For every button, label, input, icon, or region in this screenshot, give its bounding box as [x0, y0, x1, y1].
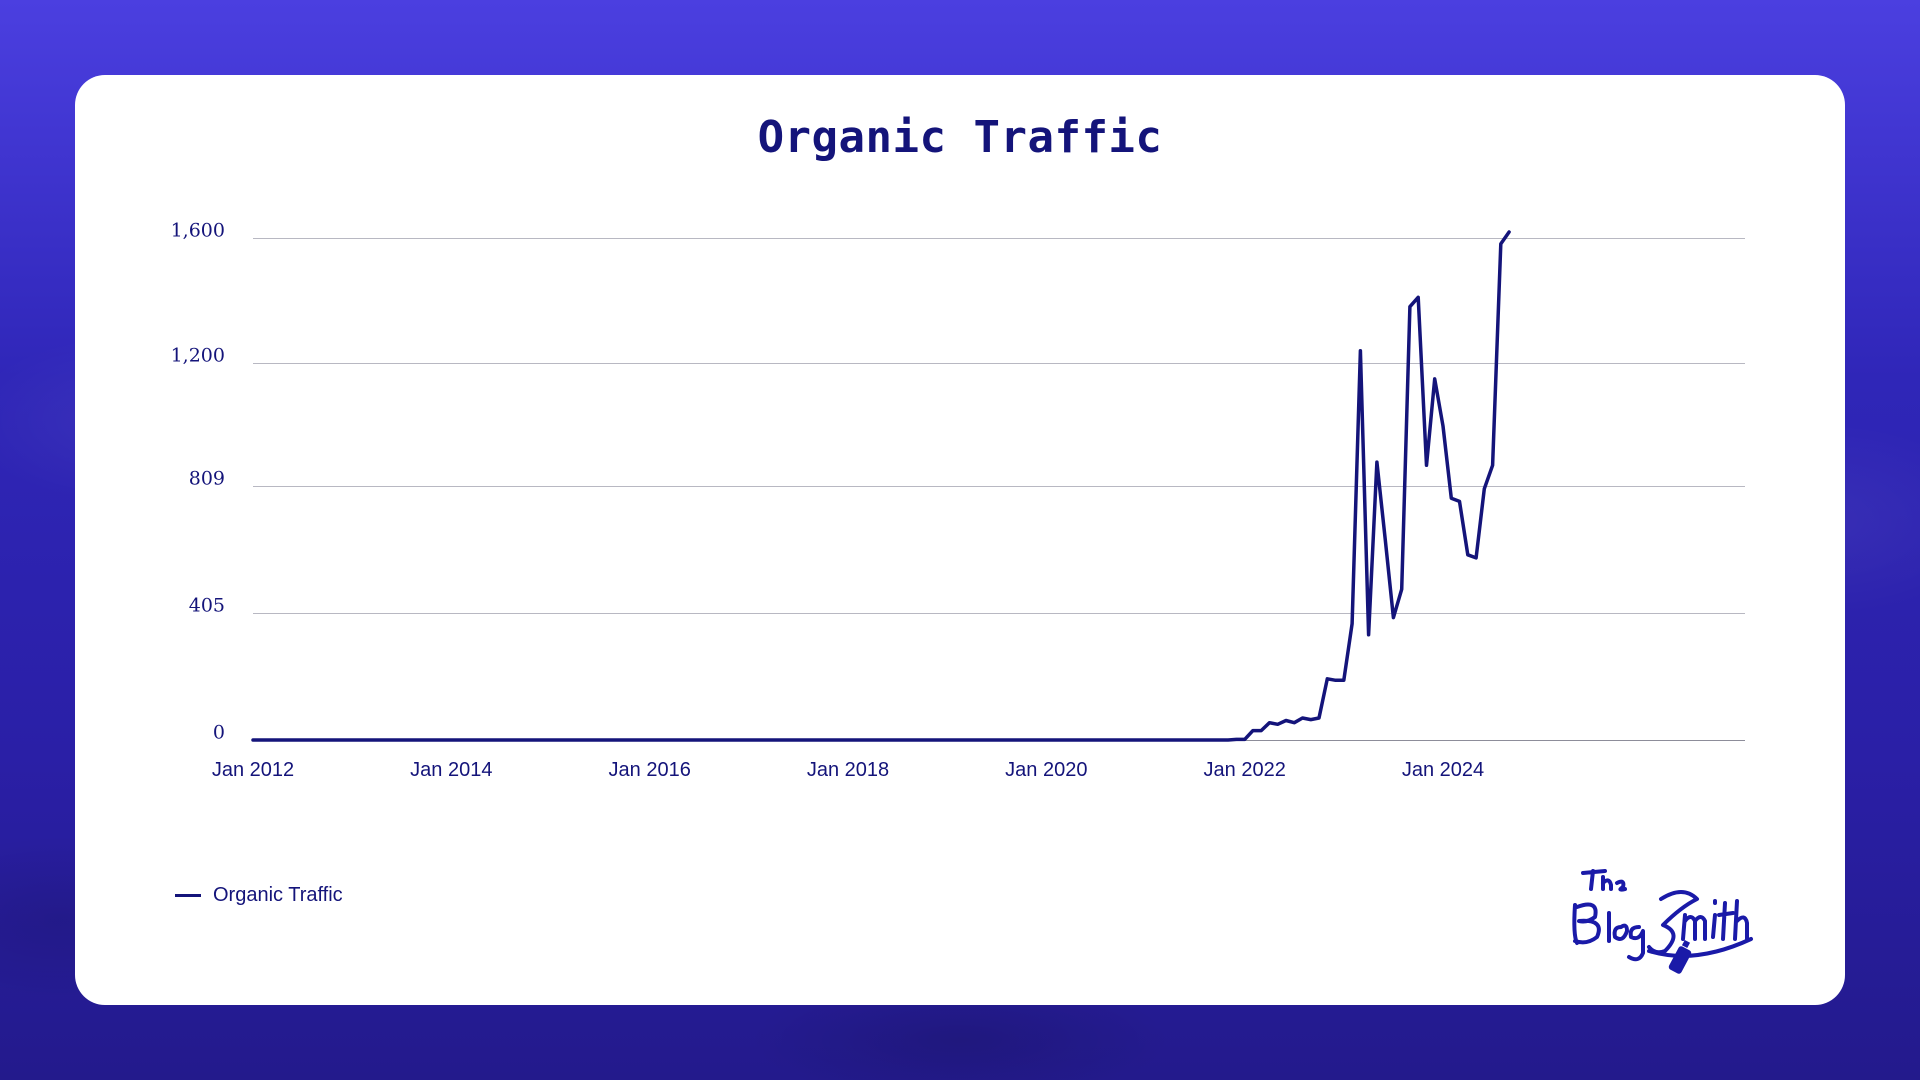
- chart-title: Organic Traffic: [757, 112, 1163, 163]
- y-tick-label: 1,600: [171, 220, 225, 242]
- x-tick-label: Jan 2012: [212, 759, 294, 781]
- legend: Organic Traffic: [175, 884, 343, 907]
- the-blogsmith-logo: [1572, 869, 1753, 974]
- y-tick-label: 0: [213, 722, 225, 744]
- x-tick-label: Jan 2016: [609, 759, 691, 781]
- y-tick-label: 405: [189, 595, 225, 617]
- legend-swatch: [175, 894, 201, 897]
- x-axis-ticks: Jan 2012 Jan 2014 Jan 2016 Jan 2018 Jan 2020…: [212, 759, 1484, 781]
- x-tick-label: Jan 2024: [1402, 759, 1484, 781]
- chart-card: [75, 75, 1845, 1005]
- x-tick-label: Jan 2018: [807, 759, 889, 781]
- y-axis-ticks: 0 405 809 1,200 1,600: [171, 220, 225, 744]
- y-tick-label: 809: [189, 468, 225, 490]
- legend-label: Organic Traffic: [213, 884, 343, 906]
- x-tick-label: Jan 2020: [1005, 759, 1087, 781]
- x-tick-label: Jan 2014: [410, 759, 492, 781]
- spray-can-icon: [1668, 939, 1692, 974]
- series-line-organic-traffic: [251, 230, 1511, 742]
- series-group: [251, 230, 1511, 742]
- x-tick-label: Jan 2022: [1204, 759, 1286, 781]
- y-tick-label: 1,200: [171, 345, 225, 367]
- gridlines: [253, 238, 1745, 741]
